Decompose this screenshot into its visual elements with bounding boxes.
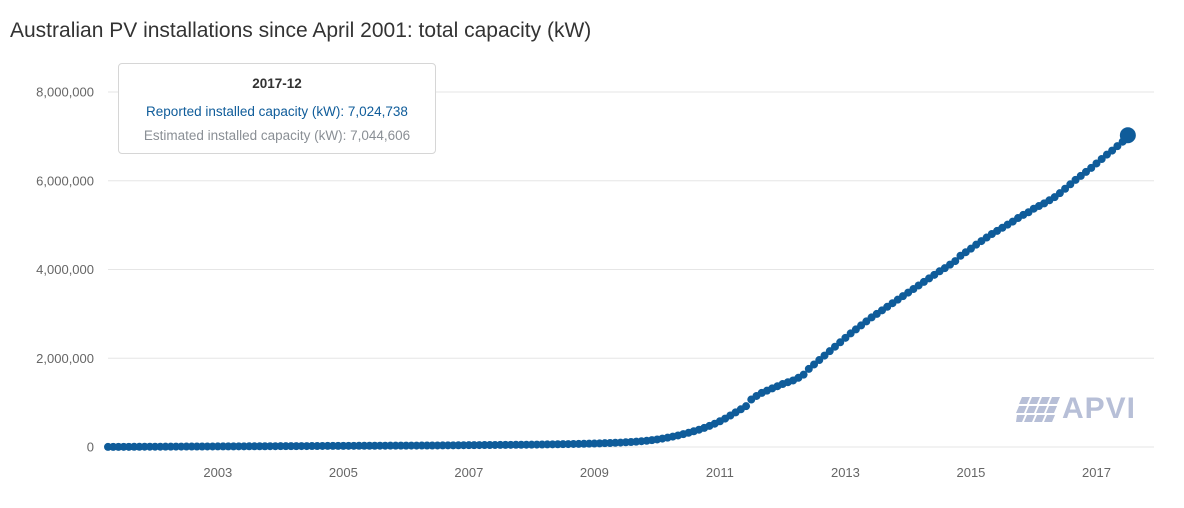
data-point[interactable] bbox=[1097, 155, 1106, 164]
x-axis-labels: 2003 2005 2007 2009 2011 2013 2015 2017 bbox=[203, 465, 1111, 480]
data-point[interactable] bbox=[1066, 180, 1075, 189]
data-point[interactable] bbox=[799, 370, 808, 379]
x-tick-label: 2013 bbox=[831, 465, 860, 480]
tooltip: 2017-12 Reported installed capacity (kW)… bbox=[118, 63, 436, 154]
data-point[interactable] bbox=[1113, 142, 1122, 151]
tooltip-date: 2017-12 bbox=[252, 76, 302, 91]
data-point[interactable] bbox=[804, 364, 813, 373]
logo-text: APVI bbox=[1062, 392, 1137, 425]
tooltip-estimated-capacity: Estimated installed capacity (kW): 7,044… bbox=[143, 128, 411, 143]
data-point[interactable] bbox=[1061, 184, 1070, 193]
y-tick-label: 4,000,000 bbox=[36, 262, 94, 277]
solar-panel-icon bbox=[1016, 397, 1060, 422]
y-tick-label: 6,000,000 bbox=[36, 173, 94, 188]
data-point[interactable] bbox=[1092, 159, 1101, 168]
x-tick-label: 2011 bbox=[706, 465, 734, 480]
grid-lines bbox=[108, 91, 1154, 448]
tooltip-reported-capacity: Reported installed capacity (kW): 7,024,… bbox=[146, 104, 408, 119]
data-point[interactable] bbox=[742, 402, 751, 411]
data-point[interactable] bbox=[830, 342, 839, 351]
x-tick-label: 2005 bbox=[329, 465, 358, 480]
x-tick-label: 2003 bbox=[203, 465, 232, 480]
x-tick-label: 2017 bbox=[1082, 465, 1111, 480]
data-point[interactable] bbox=[951, 257, 960, 266]
x-tick-label: 2015 bbox=[956, 465, 985, 480]
data-point[interactable] bbox=[1055, 189, 1064, 198]
data-point[interactable] bbox=[1108, 146, 1117, 155]
data-point[interactable] bbox=[841, 333, 850, 342]
data-point[interactable] bbox=[820, 351, 829, 360]
x-tick-label: 2007 bbox=[454, 465, 483, 480]
y-axis-labels: 0 2,000,000 4,000,000 6,000,000 8,000,000 bbox=[36, 85, 94, 455]
chart-title: Australian PV installations since April … bbox=[10, 19, 592, 42]
data-point[interactable] bbox=[1087, 163, 1096, 172]
data-point-highlighted[interactable] bbox=[1119, 127, 1136, 144]
data-points bbox=[104, 127, 1136, 451]
data-point[interactable] bbox=[825, 347, 834, 356]
data-point[interactable] bbox=[810, 360, 819, 369]
y-tick-label: 8,000,000 bbox=[36, 85, 94, 100]
y-tick-label: 2,000,000 bbox=[36, 351, 94, 366]
data-point[interactable] bbox=[836, 338, 845, 347]
data-point[interactable] bbox=[815, 356, 824, 365]
y-tick-label: 0 bbox=[87, 440, 94, 455]
x-tick-label: 2009 bbox=[580, 465, 609, 480]
